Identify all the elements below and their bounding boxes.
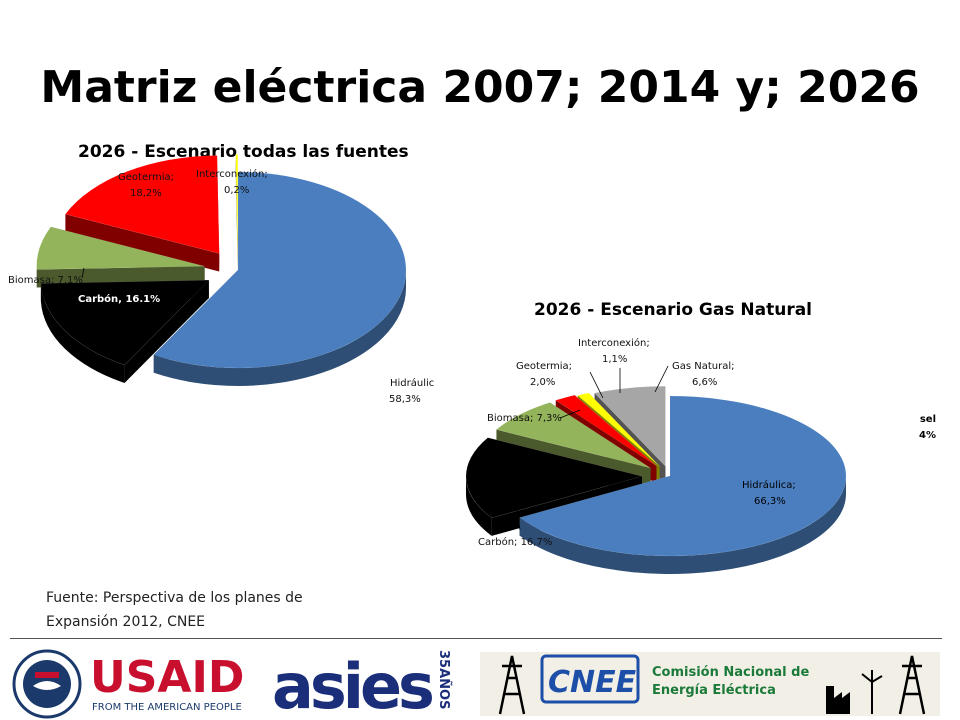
slice-interconexión <box>577 392 660 467</box>
cnee-banner: CNEE Comisión Nacional de Energía Eléctr… <box>480 652 940 716</box>
chart1-label-geotermia-name: Geotermia; <box>118 172 174 183</box>
chart1-label-hidraulica-name: Hidráulic <box>390 377 434 389</box>
slice-wall-interconexión <box>235 154 238 271</box>
chart2-label-gasnatural-value: 6,6% <box>692 377 717 388</box>
chart2-leader-gasnatural <box>654 365 669 393</box>
slice-geotermia <box>64 155 220 254</box>
chart2-pie <box>465 385 847 575</box>
slice-side-hidráulica <box>153 270 406 386</box>
power-tower-right-icon <box>898 655 926 715</box>
chart2-label-biomasa: Biomasa; 7,3% <box>487 413 562 424</box>
slice-wall-carbón <box>124 280 209 383</box>
slice-hidráulica <box>519 395 847 557</box>
chart2-label-interconexion-name: Interconexión; <box>578 337 650 349</box>
slice-side-carbón <box>40 283 125 383</box>
usaid-tagline: FROM THE AMERICAN PEOPLE <box>92 702 242 713</box>
slice-biomasa <box>36 226 205 270</box>
chart1-leader-biomasa <box>81 267 85 279</box>
slice-side-hidráulica <box>519 476 846 575</box>
chart1-title: 2026 - Escenario todas las fuentes <box>78 142 409 162</box>
slide-title: Matriz eléctrica 2007; 2014 y; 2026 <box>40 62 920 113</box>
slice-interconexión <box>235 154 239 253</box>
chart2-leader-biomasa <box>559 409 581 419</box>
cnee-name-line2: Energía Eléctrica <box>652 683 776 698</box>
chart2-label-interconexion-value: 1,1% <box>602 354 627 365</box>
usaid-wordmark: USAID <box>90 652 244 703</box>
chart2-label-carbon: Carbón; 16,7% <box>478 536 552 548</box>
source-line-1: Fuente: Perspectiva de los planes de <box>46 590 303 606</box>
side-note-line2: 4% <box>919 430 936 441</box>
slice-carbón <box>465 437 643 519</box>
slice-gas natural <box>594 385 666 467</box>
side-note: sel 4% <box>906 412 936 444</box>
asies-years: 35AÑOS <box>436 650 452 709</box>
cnee-name-line1: Comisión Nacional de <box>652 665 809 680</box>
chart2-leader-carbon <box>515 504 521 531</box>
source-line-2: Expansión 2012, CNEE <box>46 614 206 630</box>
wind-turbine-icon <box>861 670 883 714</box>
chart1-label-biomasa: Biomasa; 7,1% <box>8 275 83 286</box>
chart2-label-hidraulica-name: Hidráulica; <box>742 479 796 491</box>
chart1-label-carbon: Carbón, 16.1% <box>78 293 160 305</box>
chart2-label-hidraulica-value: 66,3% <box>754 496 786 507</box>
usaid-seal-icon <box>12 649 82 719</box>
chart1-label-geotermia-value: 18,2% <box>130 188 162 199</box>
chart1-label-interconexion-value: 0,2% <box>224 185 249 196</box>
chart1-label-hidraulica-value: 58,3% <box>389 394 421 405</box>
slice-side-carbón <box>466 476 492 536</box>
slice-wall-geotermia <box>65 214 220 272</box>
slice-hidráulica <box>153 171 407 369</box>
footer-rule <box>10 638 942 639</box>
cnee-wordmark: CNEE <box>548 665 637 700</box>
chart1-pie <box>36 154 407 386</box>
slice-biomasa <box>495 402 651 469</box>
footer-logos: USAID FROM THE AMERICAN PEOPLE asies 35A… <box>12 646 940 720</box>
slice-geotermia <box>555 394 657 467</box>
slice-carbón <box>40 279 210 366</box>
chart2-label-gasnatural-name: Gas Natural; <box>672 361 735 372</box>
chart1-label-interconexion-name: Interconexión; <box>196 168 268 180</box>
chart2-label-geotermia-name: Geotermia; <box>516 361 572 372</box>
chart2-label-geotermia-value: 2,0% <box>530 377 555 388</box>
asies-wordmark: asies <box>272 650 432 720</box>
power-tower-icon <box>498 655 526 715</box>
asies-logo: asies 35AÑOS <box>268 646 452 720</box>
source-note: Fuente: Perspectiva de los planes de Exp… <box>46 586 303 634</box>
side-note-line1: sel <box>919 414 936 425</box>
factory-icon <box>826 686 850 714</box>
chart2-title: 2026 - Escenario Gas Natural <box>534 300 813 320</box>
chart2-leader-geotermia <box>589 371 604 399</box>
